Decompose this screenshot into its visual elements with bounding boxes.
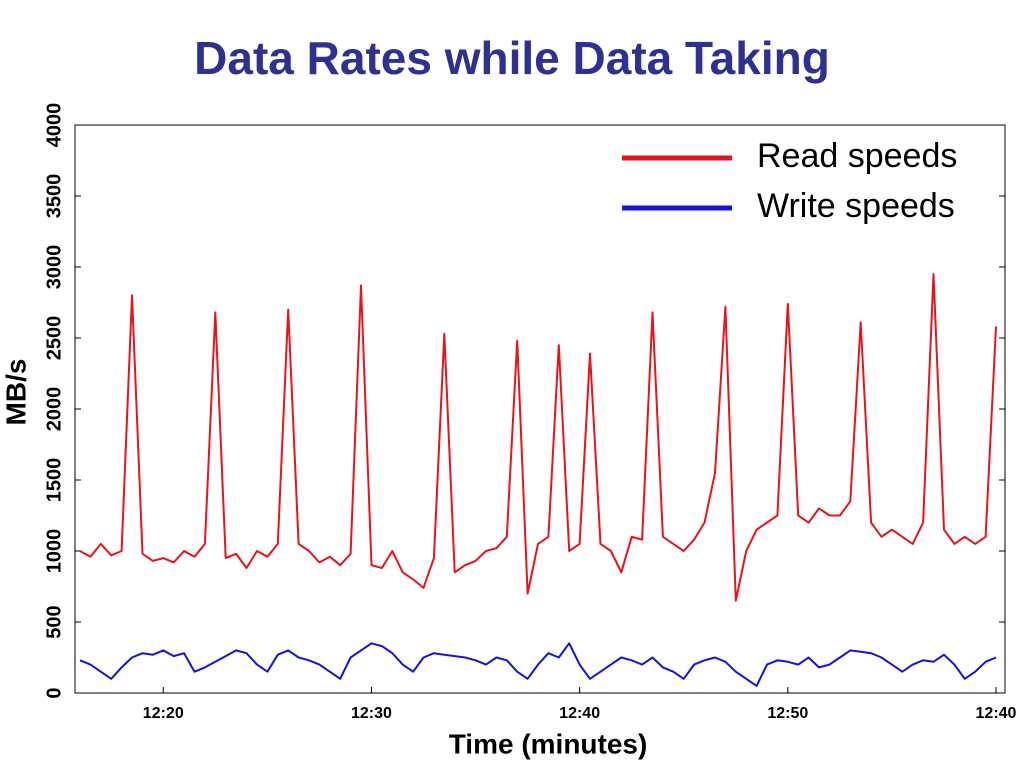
y-tick-label: 2000 bbox=[43, 387, 65, 432]
x-tick-label: 12:30 bbox=[351, 705, 392, 722]
series-line bbox=[79, 273, 997, 602]
y-tick-label: 0 bbox=[43, 687, 65, 698]
y-axis-label: MB/s bbox=[0, 359, 31, 426]
series-line bbox=[79, 642, 997, 687]
y-tick-label: 1500 bbox=[43, 458, 65, 503]
legend-label: Read speeds bbox=[757, 137, 957, 175]
y-tick-label: 500 bbox=[43, 605, 65, 638]
y-tick-label: 2500 bbox=[43, 316, 65, 361]
x-axis-label: Time (minutes) bbox=[449, 728, 648, 759]
legend-label: Write speeds bbox=[757, 187, 955, 225]
y-tick-label: 3000 bbox=[43, 245, 65, 290]
x-tick-label: 12:50 bbox=[767, 705, 808, 722]
y-tick-label: 3500 bbox=[43, 174, 65, 219]
y-tick-label: 1000 bbox=[43, 529, 65, 574]
x-tick-label: 12:20 bbox=[143, 705, 184, 722]
x-tick-label: 12:40 bbox=[976, 705, 1017, 722]
y-tick-label: 4000 bbox=[43, 103, 65, 148]
x-tick-label: 12:40 bbox=[559, 705, 600, 722]
chart-title: Data Rates while Data Taking bbox=[194, 32, 830, 84]
